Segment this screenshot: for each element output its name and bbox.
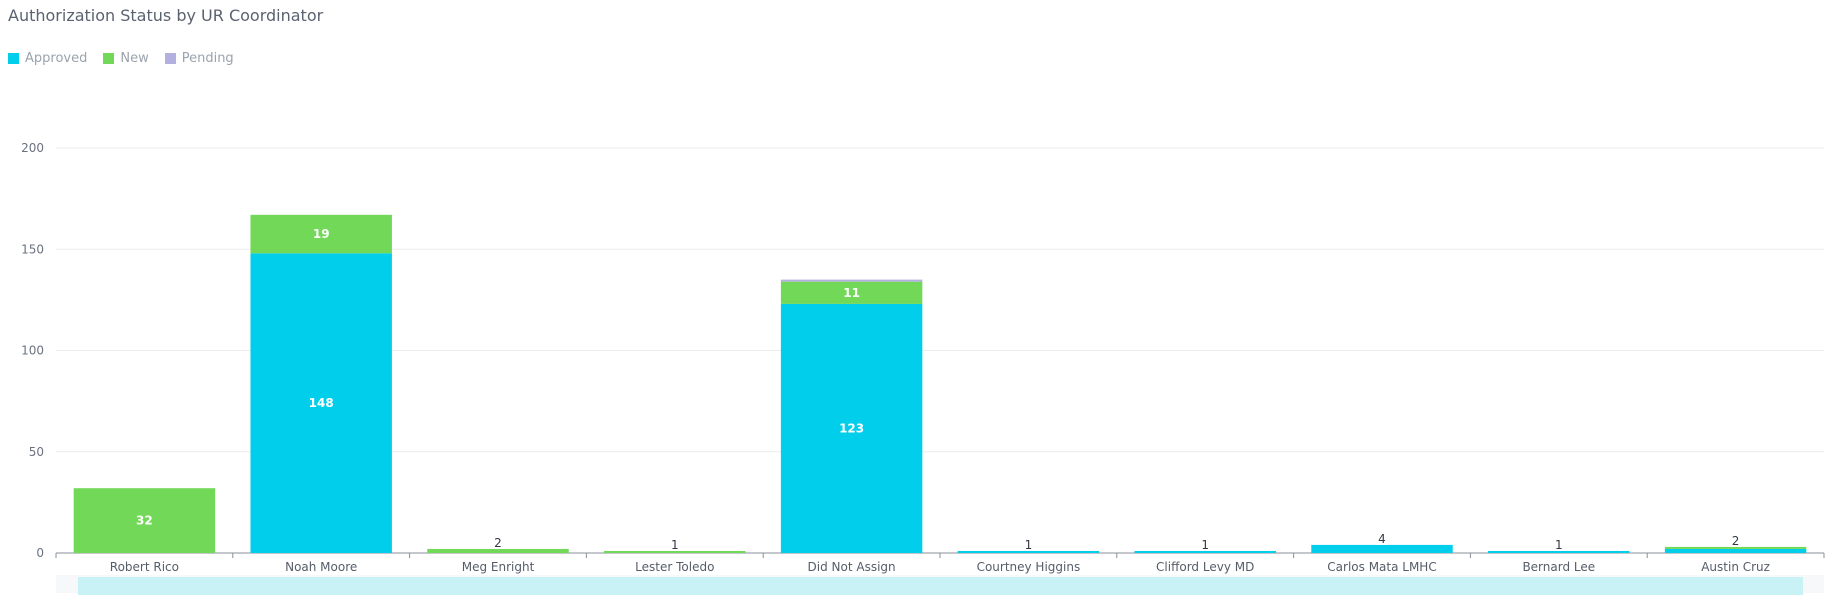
data-label: 2 [494, 536, 502, 550]
bar-new[interactable] [73, 488, 216, 553]
chart-title: Authorization Status by UR Coordinator [8, 6, 324, 25]
bar-approved[interactable] [957, 550, 1100, 553]
y-tick-label: 100 [21, 344, 44, 358]
x-tick-label: Lester Toledo [635, 560, 714, 574]
x-tick-label: Bernard Lee [1522, 560, 1595, 574]
y-tick-label: 0 [36, 546, 44, 560]
data-label-bg [1376, 531, 1388, 545]
x-tick-label: Noah Moore [285, 560, 357, 574]
legend-label-approved: Approved [25, 51, 88, 66]
x-tick-label: Clifford Levy MD [1156, 560, 1254, 574]
y-tick-label: 200 [21, 141, 44, 155]
scrollbar-thumb[interactable] [78, 577, 1803, 595]
legend-swatch-new [103, 53, 115, 64]
bar-new[interactable] [1664, 546, 1807, 549]
data-label: 4 [1378, 532, 1386, 546]
x-tick-label: Courtney Higgins [977, 560, 1081, 574]
legend-item-new[interactable]: New [103, 51, 149, 66]
data-label: 11 [843, 286, 860, 300]
data-label: 2 [1732, 534, 1740, 548]
x-tick-label: Carlos Mata LMHC [1327, 560, 1436, 574]
data-label: 123 [839, 421, 864, 435]
data-label: 1 [1201, 538, 1209, 552]
data-label-bg [1022, 537, 1035, 551]
bar-approved[interactable] [250, 253, 392, 554]
data-label: 1 [1025, 538, 1033, 552]
data-label-bg [1729, 533, 1742, 547]
bar-new[interactable] [604, 550, 746, 553]
data-label-bg [1199, 537, 1212, 551]
bar-pending[interactable] [780, 279, 923, 282]
legend-swatch-pending [164, 53, 176, 64]
legend-item-pending[interactable]: Pending [164, 51, 234, 66]
data-label-bg [1552, 537, 1565, 551]
x-tick-label: Did Not Assign [808, 560, 896, 574]
data-label: 148 [309, 396, 334, 410]
bar-new[interactable] [780, 281, 923, 304]
x-tick-label: Meg Enright [462, 560, 535, 574]
data-label: 19 [313, 227, 330, 241]
legend-label-new: New [120, 51, 149, 66]
x-tick-label: Robert Rico [110, 560, 179, 574]
x-tick-label: Austin Cruz [1701, 560, 1770, 574]
legend-item-approved[interactable]: Approved [8, 51, 87, 66]
bar-approved[interactable] [780, 303, 923, 553]
y-tick-label: 50 [29, 445, 44, 459]
legend-swatch-approved [8, 53, 19, 64]
bar-approved[interactable] [1664, 548, 1807, 553]
data-label-bg [492, 535, 504, 549]
legend-label-pending: Pending [181, 51, 234, 66]
data-label: 1 [671, 538, 679, 552]
bar-approved[interactable] [1311, 544, 1453, 553]
data-label: 32 [136, 514, 153, 528]
bar-approved[interactable] [1134, 550, 1276, 553]
bar-approved[interactable] [1488, 550, 1630, 553]
legend: Approved New Pending [8, 51, 234, 66]
y-tick-label: 150 [21, 242, 44, 256]
data-label: 1 [1555, 538, 1563, 552]
data-label-bg [668, 537, 681, 551]
bar-new[interactable] [250, 214, 392, 254]
bar-new[interactable] [427, 548, 569, 553]
